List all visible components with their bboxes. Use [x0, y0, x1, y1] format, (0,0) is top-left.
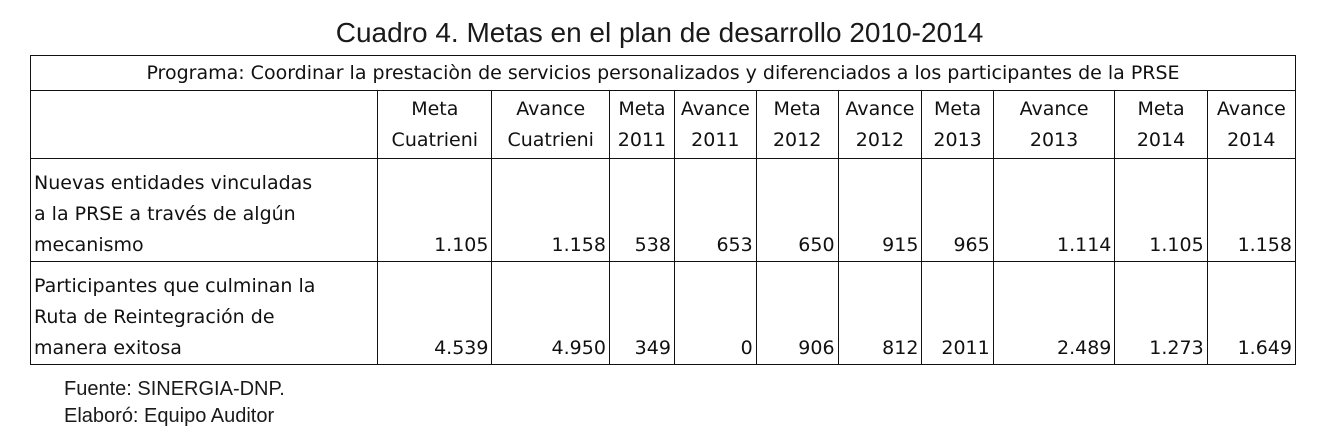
- table-title: Cuadro 4. Metas en el plan de desarrollo…: [335, 17, 984, 48]
- value-cell: 349: [608, 261, 675, 365]
- header-cell: Avance 2014: [1206, 90, 1297, 159]
- value-cell: 906: [755, 261, 839, 365]
- table-row: Participantes que culminan la Ruta de Rei…: [29, 261, 1297, 365]
- header-empty-cell: [29, 90, 379, 159]
- row-label: Participantes que culminan la Ruta de Rei…: [29, 261, 379, 365]
- header-cell: Meta Cuatrieni: [377, 90, 493, 159]
- value-cell: 1.105: [377, 158, 493, 262]
- program-cell: Programa: Coordinar la prestaciòn de ser…: [30, 55, 1296, 91]
- header-cell: Meta 2013: [921, 90, 994, 159]
- value-cell: 1.158: [491, 158, 610, 262]
- header-cell: Avance 2013: [992, 90, 1116, 159]
- header-cell: Avance 2012: [837, 90, 923, 159]
- value-cell: 653: [673, 158, 757, 262]
- value-cell: 965: [921, 158, 994, 262]
- header-row: Meta Cuatrieni Avance Cuatrieni Meta 2011 A…: [29, 90, 1297, 159]
- header-cell: Avance Cuatrieni: [491, 90, 610, 159]
- row-label: Nuevas entidades vinculadas a la PRSE a t…: [29, 158, 379, 262]
- author-note: Elaboró: Equipo Auditor: [64, 405, 275, 427]
- value-cell: 1.649: [1206, 261, 1297, 365]
- value-cell: 4.950: [491, 261, 610, 365]
- value-cell: 4.539: [377, 261, 493, 365]
- table-row: Nuevas entidades vinculadas a la PRSE a t…: [29, 158, 1297, 262]
- header-cell: Meta 2011: [608, 90, 675, 159]
- value-cell: 2011: [921, 261, 994, 365]
- header-cell: Meta 2012: [755, 90, 839, 159]
- header-cell: Meta 2014: [1114, 90, 1208, 159]
- value-cell: 650: [755, 158, 839, 262]
- value-cell: 812: [837, 261, 923, 365]
- program-row: Programa: Coordinar la prestaciòn de ser…: [30, 55, 1296, 91]
- value-cell: 1.273: [1114, 261, 1208, 365]
- value-cell: 538: [608, 158, 675, 262]
- value-cell: 1.114: [992, 158, 1116, 262]
- value-cell: 915: [837, 158, 923, 262]
- value-cell: 1.105: [1114, 158, 1208, 262]
- goals-table: Programa: Coordinar la prestaciòn de ser…: [29, 55, 1297, 365]
- value-cell: 1.158: [1206, 158, 1297, 262]
- value-cell: 2.489: [992, 261, 1116, 365]
- source-note: Fuente: SINERGIA-DNP.: [64, 378, 285, 400]
- value-cell: 0: [673, 261, 757, 365]
- header-cell: Avance 2011: [673, 90, 757, 159]
